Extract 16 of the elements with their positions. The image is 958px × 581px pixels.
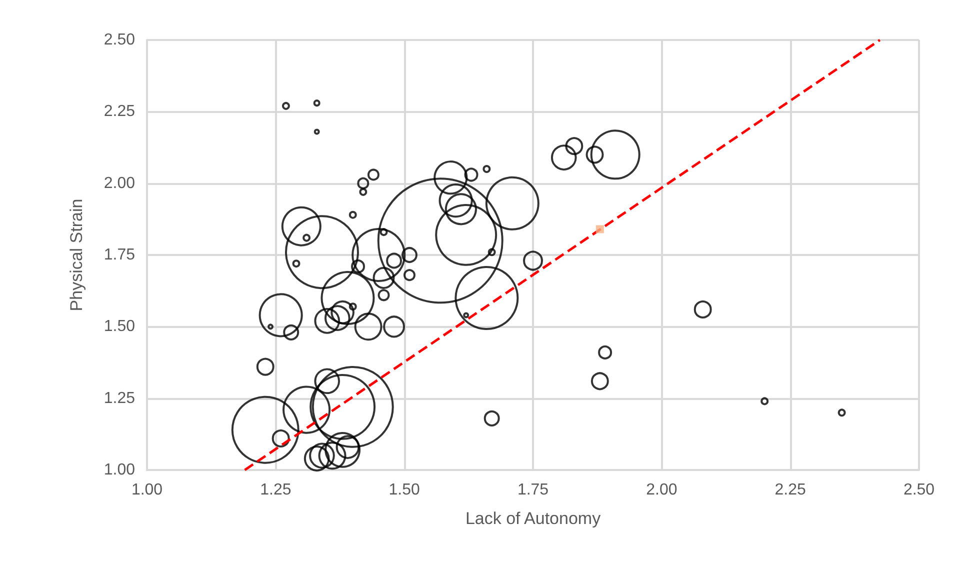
- x-tick-label: 1.50: [388, 482, 420, 498]
- y-tick-label: 2.25: [104, 103, 136, 120]
- y-tick-label: 2.50: [104, 32, 136, 48]
- x-tick-label: 2.25: [774, 482, 806, 498]
- y-tick-label: 1.50: [104, 318, 136, 336]
- y-tick-label: 1.00: [104, 462, 136, 478]
- y-tick-label: 1.25: [104, 390, 136, 407]
- x-tick-label: 1.75: [517, 482, 549, 498]
- x-tick-label: 2.50: [903, 482, 935, 498]
- x-axis-title: Lack of Autonomy: [465, 509, 602, 528]
- x-tick-label: 1.00: [131, 482, 163, 498]
- x-tick-label: 2.00: [646, 482, 678, 498]
- y-tick-label: 2.00: [104, 174, 136, 192]
- y-tick-label: 1.75: [104, 246, 136, 264]
- y-axis-title: Physical Strain: [67, 198, 86, 312]
- x-tick-label: 1.25: [260, 482, 292, 498]
